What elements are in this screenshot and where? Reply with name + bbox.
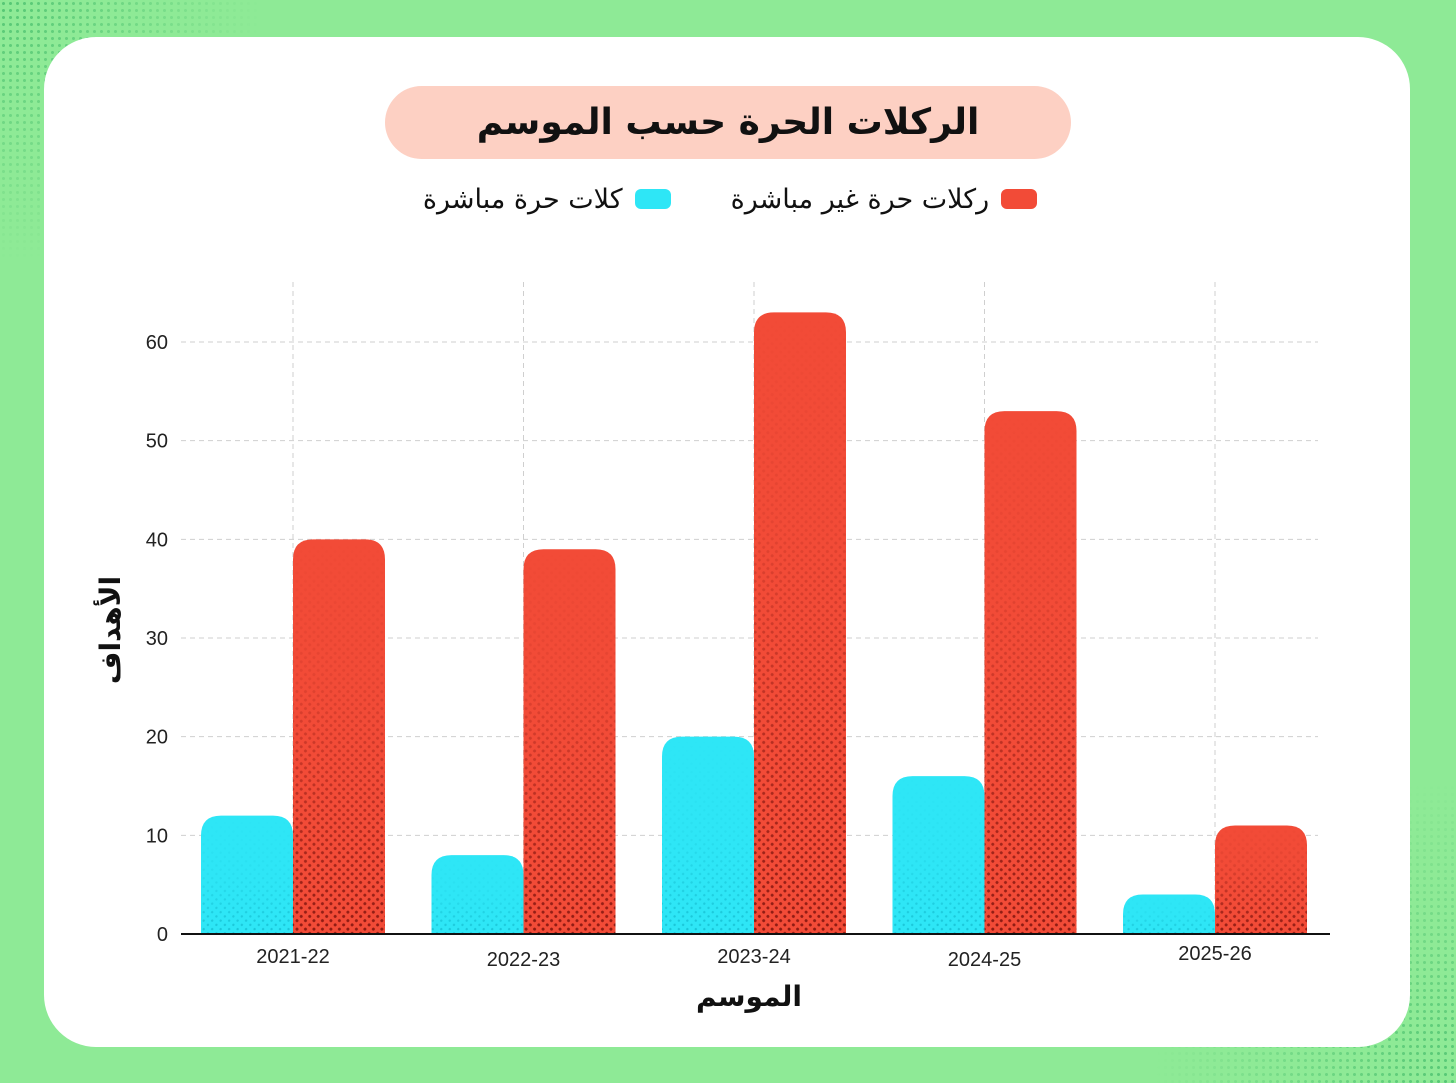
- bar-indirect: [984, 411, 1077, 935]
- legend-item-indirect: ركلات حرة غير مباشرة: [731, 184, 1038, 215]
- chart-title-text: الركلات الحرة حسب الموسم: [476, 102, 980, 143]
- bar-direct: [1123, 894, 1215, 934]
- bar-indirect-texture: [523, 549, 616, 934]
- legend-label-direct: كلات حرة مباشرة: [422, 183, 623, 215]
- bar-indirect: [1215, 825, 1307, 934]
- bar-indirect-texture: [984, 411, 1077, 935]
- bar-indirect: [523, 549, 616, 934]
- bar-direct: [662, 736, 754, 934]
- bar-direct: [201, 815, 293, 934]
- x-tick-label: 2022-23: [487, 949, 560, 971]
- axes: 0 10 20 30 40 50 60 2021-22 2022-23 2023-24 2024-2…: [146, 332, 1330, 971]
- y-tick-label: 0: [157, 924, 168, 946]
- y-tick-label: 10: [146, 825, 168, 847]
- bars: [201, 312, 1307, 935]
- legend-item-direct: كلات حرة مباشرة: [423, 184, 671, 215]
- x-tick-label: 2021-22: [256, 946, 329, 968]
- bar-direct-texture: [892, 776, 985, 934]
- bar-direct-texture: [431, 855, 524, 934]
- y-tick-label: 60: [146, 332, 168, 354]
- x-tick-label: 2023-24: [717, 946, 790, 968]
- bar-direct: [431, 855, 524, 934]
- chart-title: الركلات الحرة حسب الموسم: [385, 86, 1071, 159]
- bar-indirect-texture: [1215, 825, 1307, 934]
- bar-direct-texture: [662, 736, 754, 934]
- x-axis-label: الموسم: [696, 980, 802, 1013]
- bar-direct-texture: [1123, 894, 1215, 934]
- bar-indirect: [754, 312, 846, 934]
- y-tick-label: 50: [146, 431, 168, 453]
- bar-indirect: [293, 539, 385, 934]
- y-tick-label: 40: [146, 529, 168, 551]
- y-tick-label: 20: [146, 727, 168, 749]
- y-tick-label: 30: [146, 628, 168, 650]
- legend-label-indirect: ركلات حرة غير مباشرة: [730, 183, 990, 215]
- legend-swatch-direct: [634, 189, 671, 209]
- y-axis-label: الأهداف: [93, 575, 127, 685]
- bar-indirect-texture: [293, 539, 385, 934]
- legend-swatch-indirect: [1001, 189, 1038, 209]
- legend: ركلات حرة غير مباشرة كلات حرة مباشرة: [380, 176, 1080, 222]
- bar-indirect-texture: [754, 312, 846, 934]
- x-tick-label: 2024-25: [948, 949, 1021, 971]
- bar-direct: [892, 776, 985, 934]
- x-tick-label: 2025-26: [1178, 943, 1251, 965]
- bar-direct-texture: [201, 815, 293, 934]
